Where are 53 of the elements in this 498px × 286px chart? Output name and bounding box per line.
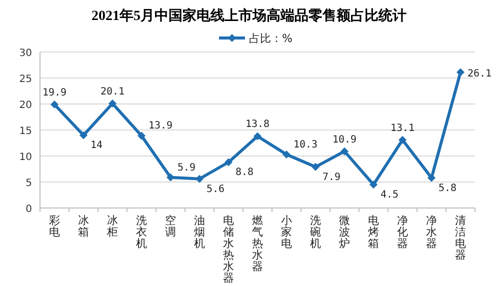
point bbox=[340, 147, 348, 156]
data-label: 13.9 bbox=[148, 120, 173, 132]
data-label: 13.8 bbox=[245, 119, 270, 130]
x-tick-label: 彩电 bbox=[49, 214, 60, 238]
y-tick-label: 10 bbox=[19, 152, 32, 163]
x-tick-label: 电烤箱 bbox=[368, 214, 379, 250]
x-tick-label: 油烟机 bbox=[194, 214, 205, 250]
point bbox=[312, 162, 320, 171]
data-label: 13.1 bbox=[390, 122, 415, 134]
x-tick-label: 电储水热水器 bbox=[223, 214, 234, 284]
point bbox=[370, 180, 378, 189]
data-label: 10.3 bbox=[294, 139, 318, 150]
x-tick-label: 燃气热水器 bbox=[252, 214, 263, 273]
y-tick-label: 15 bbox=[19, 126, 32, 137]
y-tick-label: 25 bbox=[19, 74, 32, 85]
x-tick-label: 净水器 bbox=[426, 214, 437, 250]
data-label: 5.9 bbox=[178, 162, 196, 174]
data-label: 20.1 bbox=[100, 86, 125, 98]
x-tick-label: 空调 bbox=[165, 214, 176, 238]
point bbox=[254, 132, 262, 140]
data-label: 19.9 bbox=[42, 88, 67, 99]
data-label: 7.9 bbox=[322, 172, 341, 183]
x-tick-label: 净化器 bbox=[397, 214, 408, 250]
point bbox=[80, 131, 88, 140]
y-tick-label: 20 bbox=[19, 100, 32, 111]
point bbox=[282, 150, 290, 158]
data-label: 5.6 bbox=[206, 184, 225, 195]
x-tick-label: 洗衣机 bbox=[136, 214, 147, 250]
data-label: 8.8 bbox=[236, 167, 254, 178]
point bbox=[50, 100, 58, 109]
point bbox=[224, 158, 232, 166]
x-tick-label: 冰箱 bbox=[78, 214, 89, 238]
point bbox=[138, 132, 146, 140]
point bbox=[108, 99, 116, 108]
legend-label: 占比：% bbox=[249, 32, 292, 45]
y-tick-label: 30 bbox=[19, 48, 32, 59]
x-tick-label: 清洁电器 bbox=[455, 214, 466, 262]
point bbox=[456, 68, 464, 76]
point bbox=[166, 173, 174, 182]
x-tick-label: 冰柜 bbox=[106, 214, 118, 238]
data-label: 26.1 bbox=[468, 68, 492, 80]
x-tick-label: 小家电 bbox=[281, 214, 292, 250]
point bbox=[196, 174, 204, 183]
y-tick-label: 5 bbox=[26, 178, 32, 189]
data-label: 4.5 bbox=[380, 190, 399, 201]
point bbox=[398, 136, 406, 144]
y-tick-label: 0 bbox=[26, 204, 32, 215]
chart-title: 2021年5月中国家电线上市场高端品零售额占比统计 bbox=[92, 7, 406, 24]
x-tick-label: 洗碗机 bbox=[310, 214, 321, 250]
data-label: 10.9 bbox=[332, 134, 357, 146]
data-label: 5.8 bbox=[438, 182, 457, 194]
data-label: 14 bbox=[90, 140, 103, 152]
x-tick-label: 微波炉 bbox=[339, 214, 350, 250]
